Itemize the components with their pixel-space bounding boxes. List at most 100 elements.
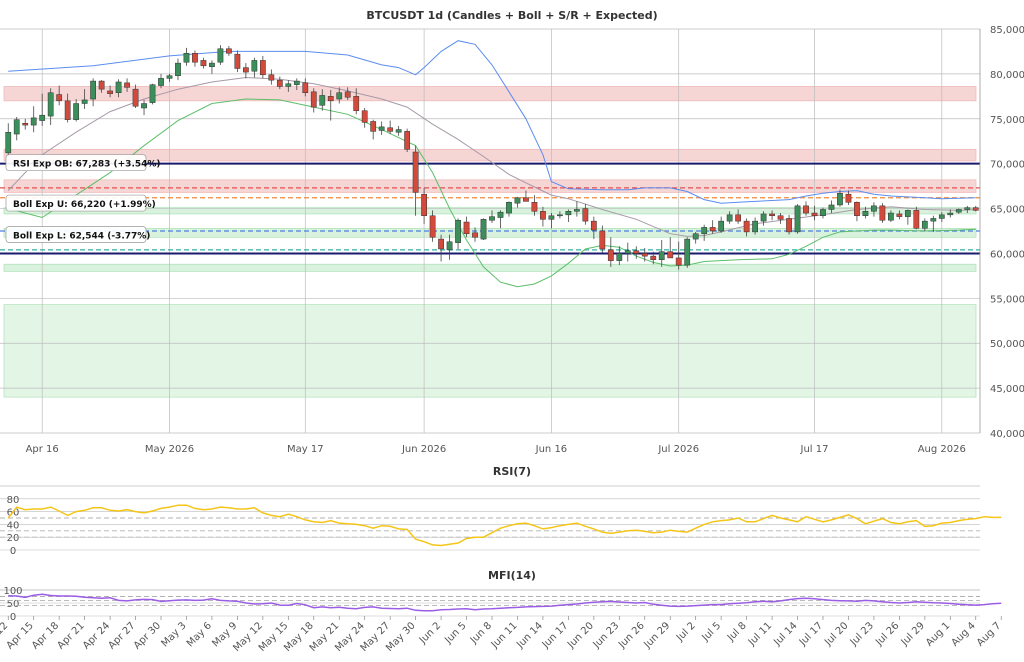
mfi-x-tick-label: Jul 14 [771,620,799,648]
candle-body [81,99,88,104]
candle-body [361,110,368,123]
candle-body [726,214,733,222]
candle-body [548,215,555,220]
boll-lower-line [8,98,976,288]
candle-body [540,210,546,220]
mfi-x-tick-label: Jun 5 [442,620,468,646]
candle-body [319,95,326,106]
candle-body [209,62,215,67]
candle-body [421,193,427,216]
annotation-box [5,154,147,172]
candle-body [90,80,96,100]
mfi-x-tick-label: Apr 30 [132,620,163,651]
annotation-box [5,194,147,212]
mfi-x-tick-label: Jun 23 [591,620,622,651]
candle-body [684,238,691,266]
candle-body [854,202,860,216]
candle-body [658,251,665,260]
candle-body [378,126,385,131]
candle-body [175,62,181,76]
candle-body [302,82,309,93]
mfi-x-tick-label: Jul 17 [797,620,825,648]
candle-body [794,205,801,233]
candle-body [506,202,512,214]
candle-body [930,218,937,222]
panel-y-tick-label: 100 [3,586,22,597]
sr-zone [3,227,977,238]
candle-body [709,227,716,232]
annotation-box [5,226,147,243]
y-tick-label: 55,000 [990,294,1024,305]
candle-body [896,213,903,217]
candle-body [183,52,190,63]
candle-body [624,250,631,254]
y-tick-label: 85,000 [990,25,1024,36]
candle-body [947,212,954,216]
candle-body [429,215,436,238]
mfi-x-tick-label: Jul 11 [746,620,774,648]
mfi-x-tick-label: Apr 15 [5,620,36,651]
candle-body [972,207,979,211]
candle-body [777,215,784,220]
mfi-x-tick-label: Jul 2 [674,620,698,644]
candle-body [5,131,12,154]
candle-body [107,90,113,94]
candle-body [124,82,130,88]
sr-zone [3,179,977,193]
candle-body [743,220,750,233]
candle-body [879,205,886,221]
panel-series-line [8,593,1002,612]
mfi-x-tick-label: May 6 [185,620,214,649]
candle-body [871,205,877,212]
candle-body [395,129,402,133]
mfi-x-tick-label: Aug 4 [950,620,978,648]
y-tick-label: 60,000 [990,249,1024,260]
candle-body [497,211,504,218]
candle-body [557,214,563,217]
candle-body [667,251,674,259]
x-tick-label: May 17 [287,444,324,455]
panel-y-tick-label: 0 [10,612,16,623]
mfi-x-tick-label: Jul 5 [700,620,724,644]
x-tick-label: Aug 2026 [918,444,966,455]
candle-body [39,114,46,121]
candle-body [56,94,63,102]
candle-body [480,219,487,240]
candle-body [13,119,20,135]
y-tick-label: 40,000 [990,429,1024,440]
mfi-x-tick-label: Aug 7 [975,620,1003,648]
mfi-x-tick-label: Jun 2 [417,620,443,646]
panel-y-tick-label: 60 [7,508,20,519]
candle-body [828,204,835,210]
candle-body [141,103,147,109]
panel-series-line [7,504,1002,547]
x-tick-label: Apr 16 [26,444,59,455]
candle-body [718,220,725,232]
panel-y-tick-label: 20 [7,533,20,544]
candle-body [446,241,453,251]
candle-body [565,210,572,216]
candle-body [268,74,275,81]
panel-y-tick-label: 40 [7,520,20,531]
candle-body [226,48,232,54]
candle-body [837,193,843,206]
boll-mid-line [7,76,976,237]
candle-body [98,80,105,90]
candle-body [845,193,852,203]
sr-zone [3,86,977,102]
mfi-x-tick-label: Apr 21 [55,620,86,651]
x-tick-label: Jul 2026 [657,444,699,455]
candle-body [158,78,164,86]
candle-body [242,67,249,73]
candle-body [149,84,156,103]
candle-body [760,213,767,222]
mfi-x-tick-label: Jul 20 [822,620,850,648]
mfi-x-tick-label: Jul 29 [899,620,927,648]
candle-body [862,210,869,216]
sr-zone [3,263,977,272]
x-tick-label: Jun 16 [535,444,568,455]
y-tick-label: 75,000 [990,115,1024,126]
mfi-x-tick-label: Jul 26 [873,620,901,648]
annotation-label: Boll Exp L: 62,544 (-3.77%) [13,231,150,241]
